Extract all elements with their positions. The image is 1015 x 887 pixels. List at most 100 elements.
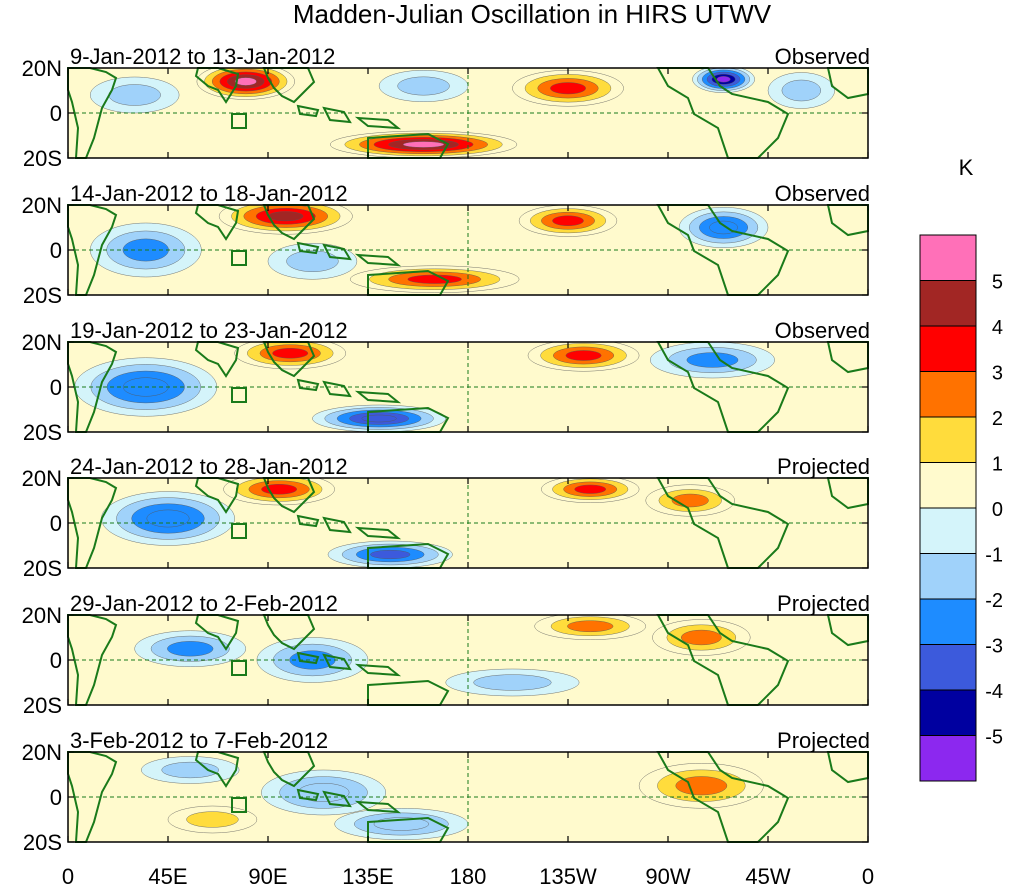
y-tick-label: 20N bbox=[22, 56, 62, 81]
anomaly-cell bbox=[534, 615, 646, 640]
panel-status: Observed bbox=[775, 181, 870, 206]
anomaly-cell bbox=[518, 205, 618, 237]
panel-period: 19-Jan-2012 to 23-Jan-2012 bbox=[70, 318, 348, 343]
anomaly-layer bbox=[101, 478, 735, 568]
panel: 20N 0 20S 3-Feb-2012 to 7-Feb-2012 Projected bbox=[22, 728, 870, 855]
colorbar-swatch bbox=[919, 280, 977, 327]
contour-band bbox=[402, 141, 445, 148]
panel-period: 9-Jan-2012 to 13-Jan-2012 bbox=[70, 44, 335, 69]
y-tick-label: 0 bbox=[50, 375, 62, 400]
colorbar-swatch bbox=[919, 598, 977, 645]
coastline bbox=[354, 663, 402, 677]
colorbar-label: -1 bbox=[985, 545, 1003, 567]
coastline bbox=[194, 477, 240, 514]
panel: 20N 0 20S 24-Jan-2012 to 28-Jan-2012 Project… bbox=[22, 454, 870, 581]
contour-band bbox=[686, 352, 739, 368]
x-tick-label: 135W bbox=[539, 864, 597, 887]
contour-band bbox=[550, 82, 586, 95]
y-tick-label: 20N bbox=[22, 603, 62, 628]
colorbar-swatch bbox=[919, 553, 977, 600]
colorbar-swatch bbox=[919, 689, 977, 736]
contour-band bbox=[473, 674, 552, 691]
anomaly-cell bbox=[218, 205, 353, 235]
panel-status: Projected bbox=[777, 728, 870, 753]
panel-status: Observed bbox=[775, 318, 870, 343]
contour-band bbox=[574, 484, 606, 494]
y-tick-label: 20S bbox=[23, 830, 62, 855]
panel: 20N 0 20S 14-Jan-2012 to 18-Jan-2012 Observe… bbox=[22, 181, 870, 308]
anomaly-cell bbox=[312, 404, 446, 432]
box-marker bbox=[231, 387, 247, 403]
coastline bbox=[322, 106, 352, 124]
y-tick-label: 0 bbox=[50, 648, 62, 673]
coastline bbox=[296, 378, 320, 392]
anomaly-cell bbox=[223, 478, 335, 506]
colorbar-label: 3 bbox=[992, 363, 1003, 385]
y-tick-label: 20S bbox=[23, 693, 62, 718]
coastline bbox=[194, 614, 240, 651]
anomaly-cell bbox=[167, 805, 258, 834]
contour-band bbox=[146, 509, 190, 528]
colorbar-label: 4 bbox=[992, 317, 1003, 339]
chart-title: Madden-Julian Oscillation in HIRS UTWV bbox=[293, 0, 772, 29]
contour-band bbox=[781, 79, 821, 102]
x-tick-label: 45W bbox=[745, 864, 790, 887]
contour-band bbox=[286, 250, 339, 272]
colorbar-swatch bbox=[919, 735, 977, 782]
x-tick-label: 90E bbox=[248, 864, 287, 887]
anomaly-cell bbox=[141, 756, 240, 784]
colorbar-label: -4 bbox=[985, 681, 1003, 703]
contour-band bbox=[361, 414, 397, 423]
anomaly-cell bbox=[445, 668, 580, 697]
coastline bbox=[67, 614, 118, 706]
anomaly-cell bbox=[267, 243, 358, 280]
contour-band bbox=[567, 620, 614, 633]
coastline bbox=[354, 253, 402, 267]
x-tick-label: 0 bbox=[862, 864, 874, 887]
box-marker bbox=[231, 113, 247, 129]
box-marker bbox=[231, 660, 247, 676]
coastline bbox=[322, 243, 352, 261]
anomaly-cell bbox=[512, 70, 624, 107]
panel-period: 14-Jan-2012 to 18-Jan-2012 bbox=[70, 181, 348, 206]
panel-status: Projected bbox=[777, 454, 870, 479]
x-tick-label: 45E bbox=[148, 864, 187, 887]
contour-band bbox=[407, 274, 462, 284]
colorbar-label: 2 bbox=[992, 408, 1003, 430]
anomaly-cell bbox=[234, 342, 346, 370]
coastline bbox=[67, 67, 118, 159]
panel-period: 3-Feb-2012 to 7-Feb-2012 bbox=[70, 728, 328, 753]
coastline bbox=[656, 341, 790, 433]
contour-band bbox=[186, 811, 239, 828]
anomaly-cell bbox=[330, 130, 518, 158]
coastline bbox=[262, 67, 316, 104]
coastline bbox=[67, 204, 118, 296]
coastline bbox=[354, 526, 402, 540]
coastline bbox=[194, 67, 240, 104]
colorbar-label: 1 bbox=[992, 454, 1003, 476]
contour-band bbox=[716, 76, 731, 83]
panel: 20N 0 20S 29-Jan-2012 to 2-Feb-2012 Projecte… bbox=[22, 591, 870, 718]
colorbar-swatch bbox=[919, 325, 977, 372]
anomaly-cell bbox=[678, 207, 769, 248]
anomaly-cell bbox=[541, 478, 640, 503]
y-tick-label: 20N bbox=[22, 193, 62, 218]
coastline bbox=[656, 751, 790, 843]
colorbar-label: -5 bbox=[985, 727, 1003, 749]
contour-band bbox=[268, 211, 304, 222]
colorbar-swatch bbox=[919, 234, 977, 281]
contour-band bbox=[370, 550, 411, 559]
y-tick-label: 20S bbox=[23, 556, 62, 581]
panel-status: Observed bbox=[775, 44, 870, 69]
anomaly-cell bbox=[134, 630, 246, 667]
y-tick-label: 0 bbox=[50, 101, 62, 126]
coastline bbox=[194, 751, 240, 788]
coastline bbox=[656, 204, 790, 296]
anomaly-cell bbox=[327, 540, 453, 568]
contour-band bbox=[167, 641, 214, 657]
colorbar-swatch bbox=[919, 462, 977, 509]
colorbar-swatch bbox=[919, 644, 977, 691]
anomaly-cell bbox=[767, 72, 835, 109]
panel-period: 29-Jan-2012 to 2-Feb-2012 bbox=[70, 591, 338, 616]
